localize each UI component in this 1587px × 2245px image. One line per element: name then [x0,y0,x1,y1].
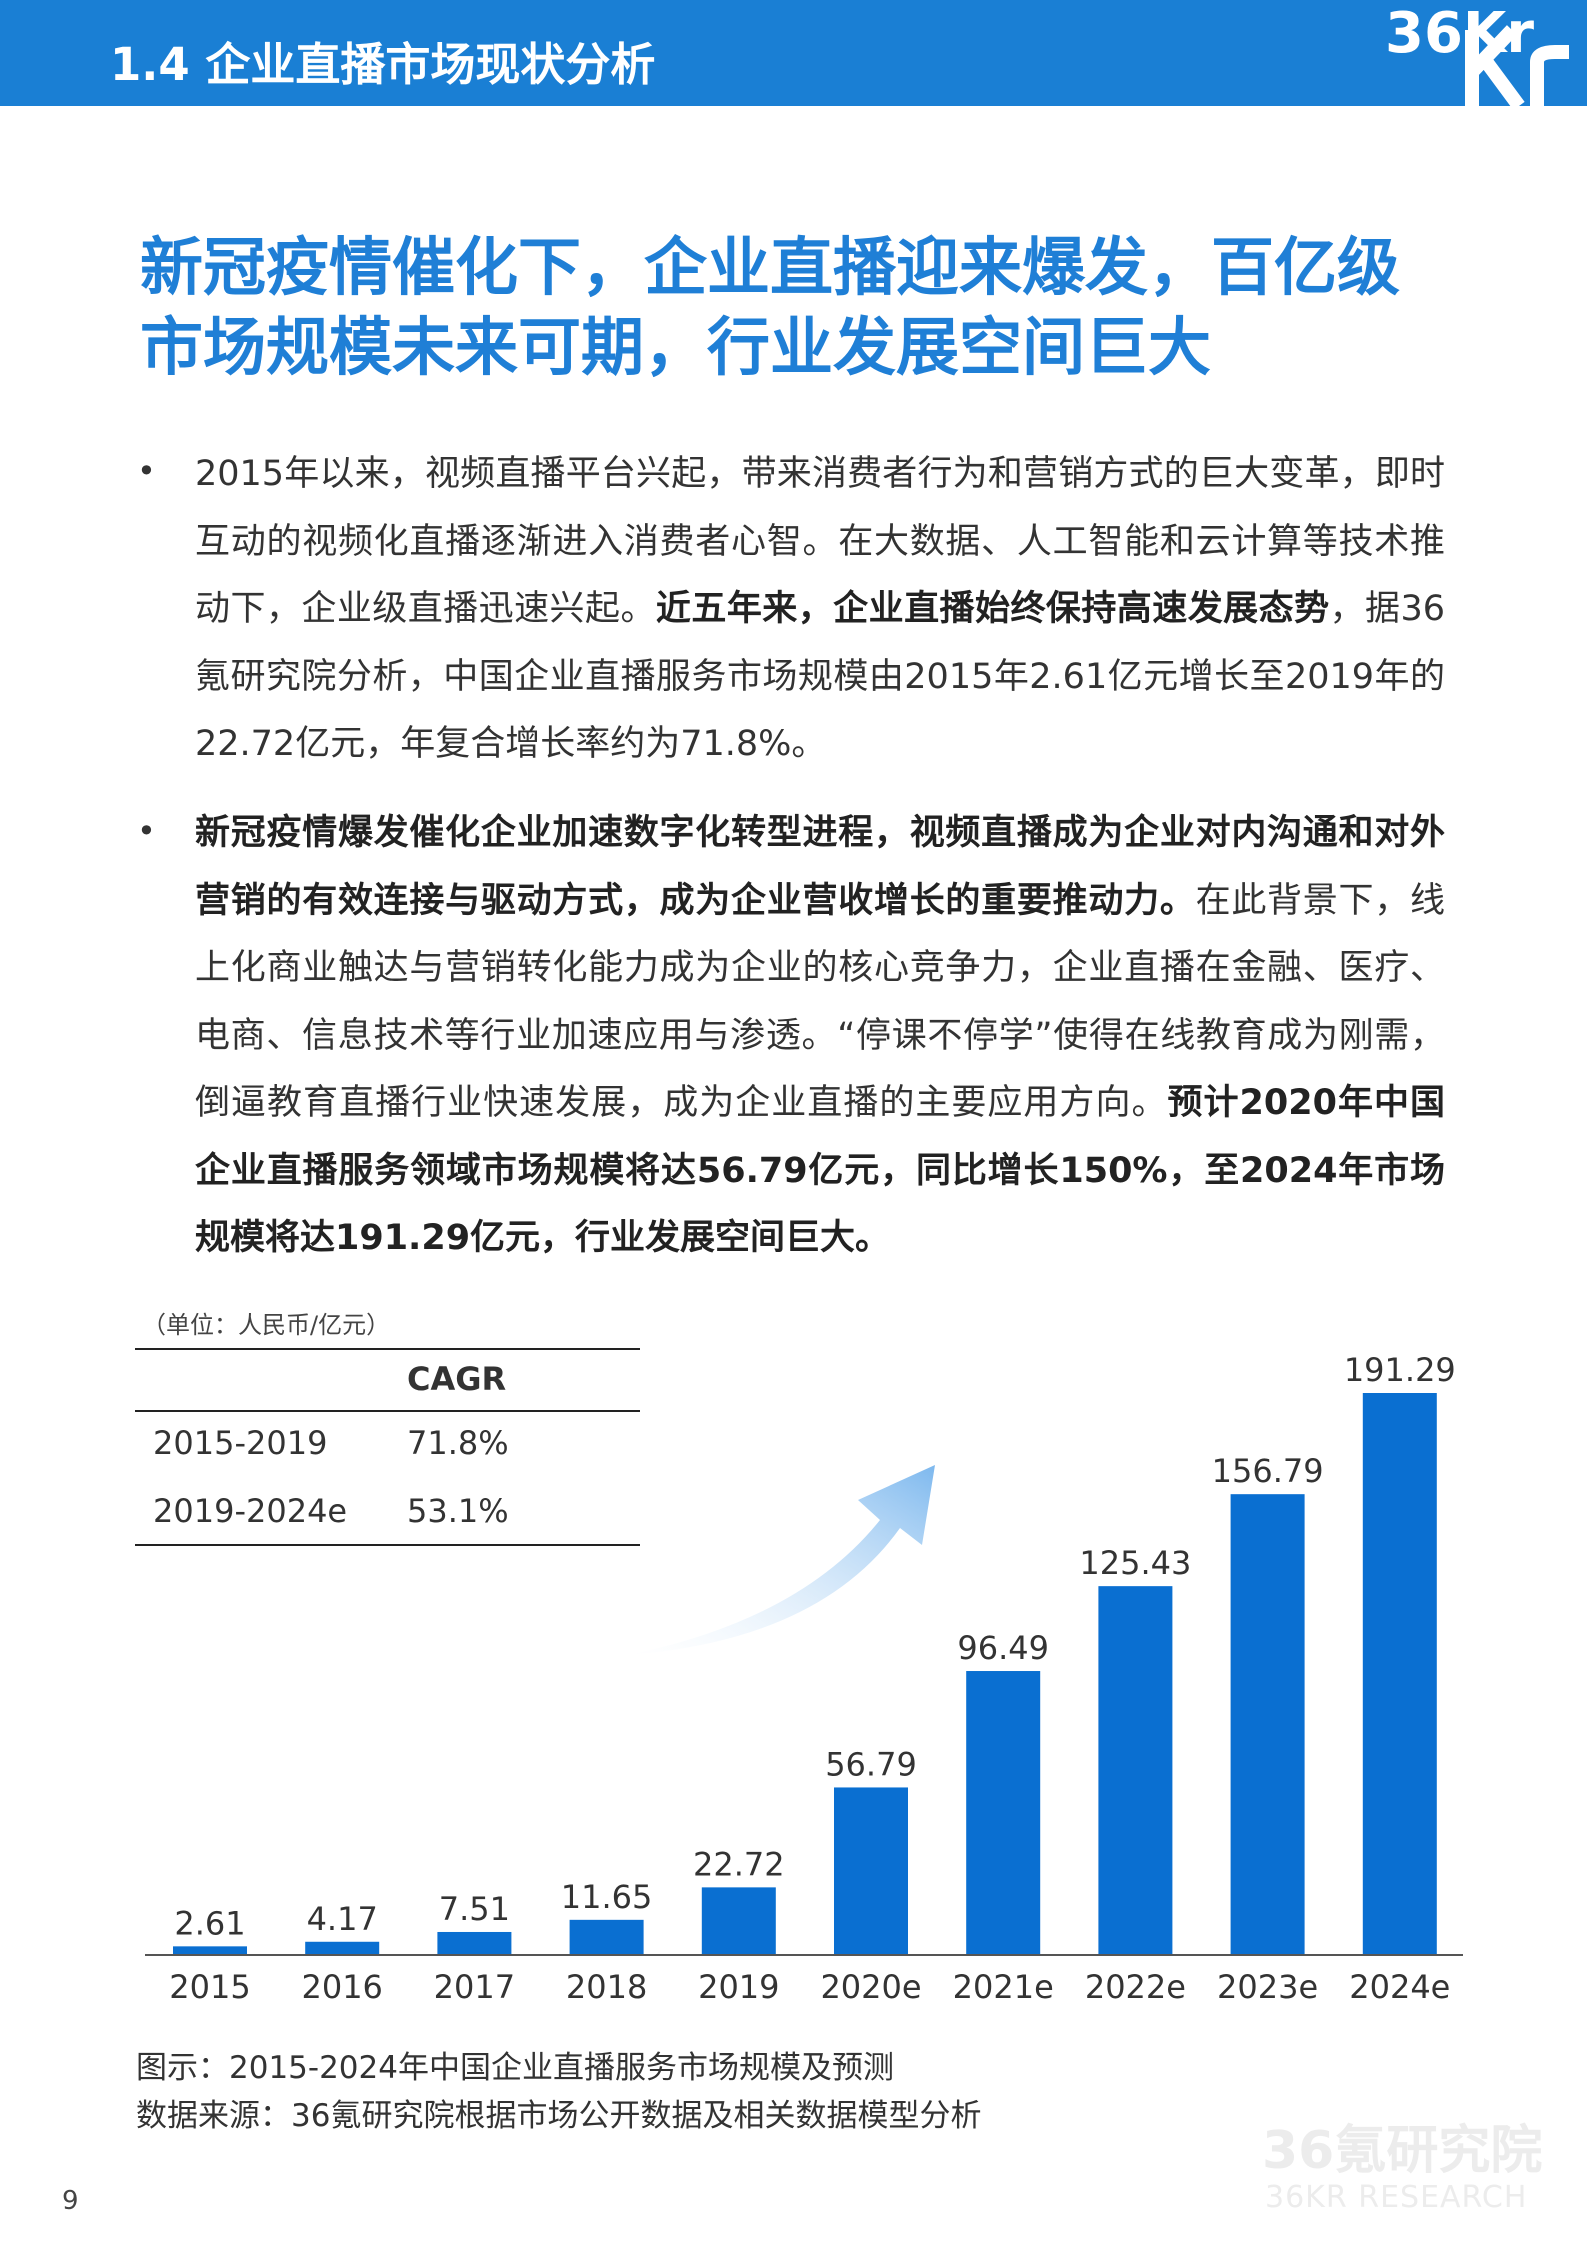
x-tick-2023e: 2023e [1217,1968,1318,2006]
growth-arrow [628,1465,935,1655]
x-tick-2019: 2019 [698,1968,779,2006]
data-label-2023e: 156.79 [1212,1452,1324,1490]
data-label-2019: 22.72 [693,1845,785,1883]
paragraph-2-text: 在此背景下，线上化商业触达与营销转化能力成为企业的核心竞争力，企业直播在金融、医… [195,880,1445,1124]
table-header-rule [135,1410,640,1412]
x-tick-2024e: 2024e [1349,1968,1450,2006]
x-tick-2021e: 2021e [953,1968,1054,2006]
bar-2023e [1230,1494,1305,1954]
data-label-2021e: 96.49 [957,1629,1049,1667]
paragraph-1-text-b: ，据36氪研究院分析，中国企业直播服务市场规模由2015年2.61亿元增长至20… [195,589,1445,764]
bar-2018 [569,1919,644,1954]
table-top-rule [135,1348,640,1350]
bar-2016 [305,1941,380,1954]
x-tick-2016: 2016 [301,1968,382,2006]
figure-caption: 图示：2015-2024年中国企业直播服务市场规模及预测 [136,2050,894,2086]
logo-kr-mark [1465,25,1569,106]
cagr-header: CAGR [407,1360,507,1398]
x-tick-2020e: 2020e [820,1968,921,2006]
section-header-bar: 1.4 企业直播市场现状分析 36Kr [0,0,1587,106]
data-label-2015: 2.61 [174,1904,245,1942]
x-tick-2017: 2017 [434,1968,515,2006]
bar-2015 [173,1946,247,1954]
paragraph-1: 2015年以来，视频直播平台兴起，带来消费者行为和营销方式的巨大变革，即时互动的… [195,441,1445,779]
bar-group [173,1393,1437,1954]
paragraph-1-text-a: 2015年以来，视频直播平台兴起，带来消费者行为和营销方式的巨大变革，即时互动的… [195,454,1445,629]
source-caption: 数据来源：36氪研究院根据市场公开数据及相关数据模型分析 [136,2098,982,2134]
watermark-en: 36KR RESEARCH [1265,2180,1528,2215]
section-title: 1.4 企业直播市场现状分析 [110,38,656,91]
data-label-2018: 11.65 [561,1878,653,1916]
cagr-rate-2: 53.1% [407,1492,509,1530]
data-label-2024e: 191.29 [1344,1351,1456,1389]
paragraph-2: 新冠疫情爆发催化企业加速数字化转型进程，视频直播成为企业对内沟通和对外营销的有效… [195,800,1445,1273]
cagr-period-1: 2015-2019 [153,1424,328,1462]
data-label-2017: 7.51 [439,1890,510,1928]
bar-2017 [437,1931,512,1954]
table-bottom-rule [135,1544,640,1546]
data-label-2016: 4.17 [307,1900,378,1938]
cagr-period-2: 2019-2024e [153,1492,348,1530]
x-tick-2022e: 2022e [1085,1968,1186,2006]
data-label-2022e: 125.43 [1079,1544,1191,1582]
x-tick-2015: 2015 [169,1968,250,2006]
x-tick-label-group: 2015 2016 2017 2018 2019 2020e 2021e 2022e 2023e… [169,1968,1450,2006]
unit-label: （单位：人民币/亿元） [142,1311,391,1339]
paragraph-1-bold: 近五年来，企业直播始终保持高速发展态势 [655,589,1330,629]
bar-2020e [834,1787,908,1954]
36kr-logo: 36Kr [1385,1,1569,106]
bullet-marker-1: • [137,452,156,490]
bar-2021e [966,1671,1041,1954]
paragraph-2-bold-a: 新冠疫情爆发催化企业加速数字化转型进程，视频直播成为企业对内沟通和对外营销的有效… [195,813,1445,921]
cagr-rate-1: 71.8% [407,1424,509,1462]
page-number: 9 [62,2186,79,2216]
bar-2024e [1362,1393,1437,1954]
headline-line-2: 市场规模未来可期，行业发展空间巨大 [140,311,1211,384]
page-headline: 新冠疫情催化下，企业直播迎来爆发，百亿级 市场规模未来可期，行业发展空间巨大 [140,228,1470,388]
headline-line-1: 新冠疫情催化下，企业直播迎来爆发，百亿级 [140,231,1400,304]
paragraph-2-bold-b: 预计2020年中国企业直播服务领域市场规模将达56.79亿元，同比增长150%，… [195,1083,1445,1258]
data-label-2020e: 56.79 [825,1745,917,1783]
data-label-group: 2.61 4.17 7.51 11.65 22.72 56.79 96.49 125.43 15… [174,1351,1455,1942]
bullet-marker-2: • [137,812,156,850]
bar-2022e [1098,1586,1173,1954]
watermark-cn: 36氪研究院 [1262,2121,1543,2181]
x-tick-2018: 2018 [566,1968,647,2006]
bar-2019 [701,1887,776,1954]
